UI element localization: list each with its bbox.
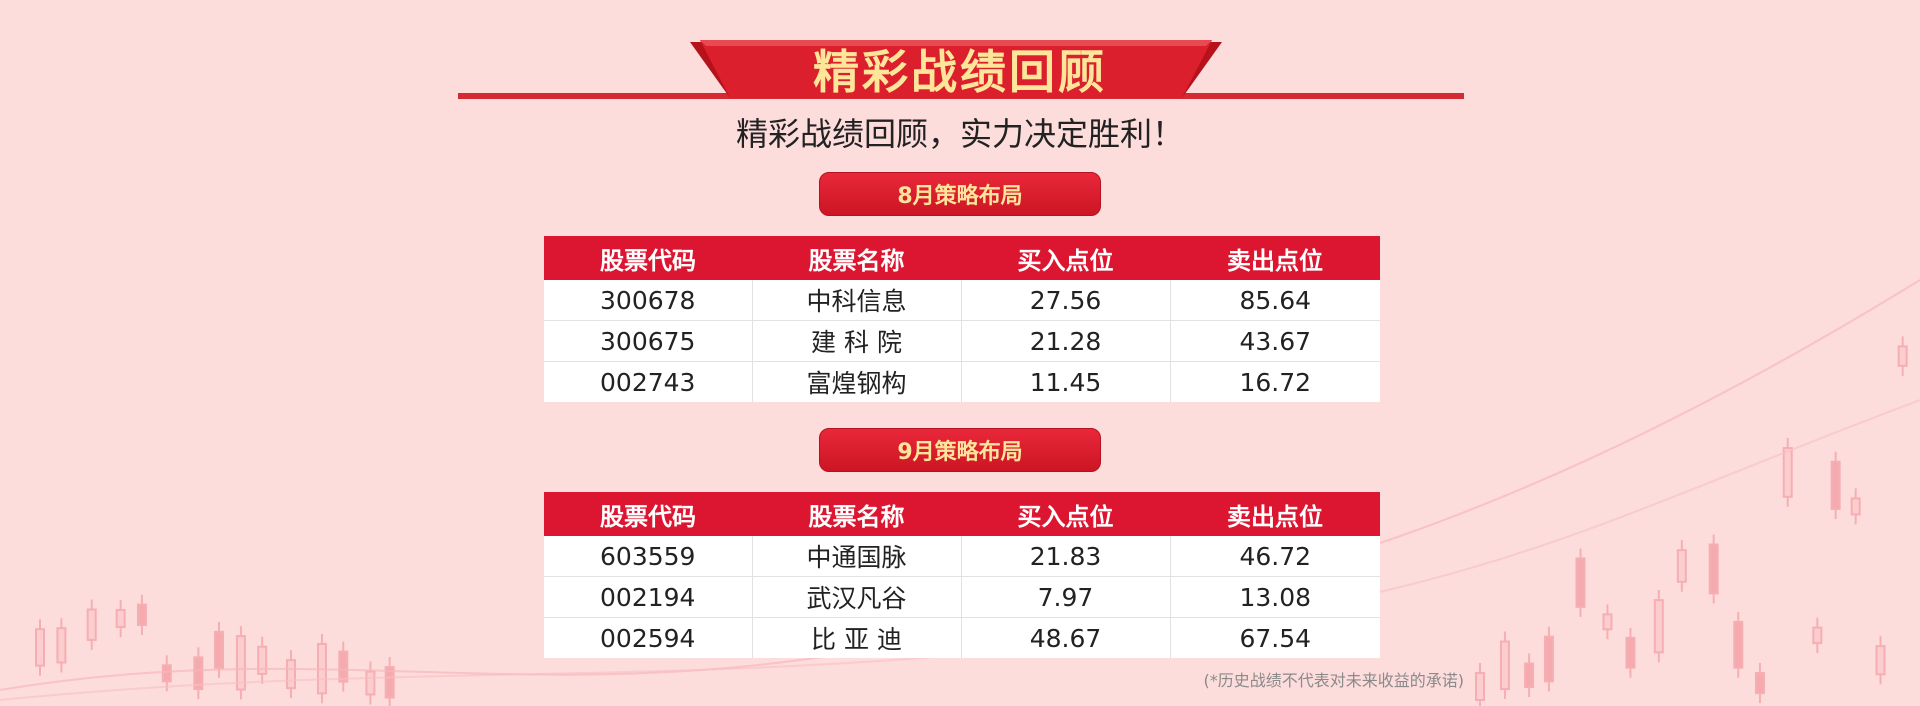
stock-name-cell: 中通国脉	[752, 536, 962, 577]
table-row: 002743 富煌钢构 11.45 16.72	[544, 361, 1380, 402]
stock-name-cell: 中科信息	[752, 280, 962, 321]
stock-name-cell: 比 亚 迪	[752, 617, 962, 658]
column-header-code: 股票代码	[544, 492, 752, 536]
buy-price-cell: 48.67	[961, 617, 1171, 658]
section-title-september: 9月策略布局	[819, 428, 1101, 472]
buy-price-cell: 7.97	[961, 576, 1171, 618]
buy-price-cell: 21.28	[961, 320, 1171, 362]
title-ribbon	[690, 40, 1222, 98]
section-title-august: 8月策略布局	[819, 172, 1101, 216]
sell-price-cell: 85.64	[1170, 280, 1380, 321]
sell-price-cell: 16.72	[1170, 361, 1380, 402]
stock-code-cell: 300675	[544, 320, 753, 362]
column-header-name: 股票名称	[752, 236, 961, 280]
sell-price-cell: 13.08	[1170, 576, 1380, 618]
column-header-buy: 买入点位	[961, 236, 1170, 280]
stock-name-cell: 武汉凡谷	[752, 576, 962, 618]
sell-price-cell: 67.54	[1170, 617, 1380, 658]
table-row: 002594 比 亚 迪 48.67 67.54	[544, 617, 1380, 658]
table-header-row: 股票代码 股票名称 买入点位 卖出点位	[544, 492, 1380, 536]
column-header-name: 股票名称	[752, 492, 961, 536]
stock-code-cell: 002594	[544, 617, 753, 658]
stock-code-cell: 603559	[544, 536, 753, 577]
buy-price-cell: 21.83	[961, 536, 1171, 577]
table-row: 300678 中科信息 27.56 85.64	[544, 280, 1380, 321]
column-header-sell: 卖出点位	[1170, 236, 1380, 280]
stock-code-cell: 300678	[544, 280, 753, 321]
page-subtitle: 精彩战绩回顾，实力决定胜利！	[735, 115, 1184, 153]
column-header-code: 股票代码	[544, 236, 752, 280]
stock-table-september: 股票代码 股票名称 买入点位 卖出点位 603559 中通国脉 21.83 46…	[544, 492, 1380, 658]
table-row: 002194 武汉凡谷 7.97 13.08	[544, 576, 1380, 618]
table-row: 603559 中通国脉 21.83 46.72	[544, 536, 1380, 577]
stock-code-cell: 002743	[544, 361, 753, 402]
buy-price-cell: 27.56	[961, 280, 1171, 321]
column-header-sell: 卖出点位	[1170, 492, 1380, 536]
stock-name-cell: 建 科 院	[752, 320, 962, 362]
buy-price-cell: 11.45	[961, 361, 1171, 402]
ribbon-title: 精彩战绩回顾	[813, 45, 1107, 99]
disclaimer-text: (*历史战绩不代表对未来收益的承诺)	[1203, 671, 1465, 690]
stock-code-cell: 002194	[544, 576, 753, 618]
table-header-row: 股票代码 股票名称 买入点位 卖出点位	[544, 236, 1380, 280]
table-row: 300675 建 科 院 21.28 43.67	[544, 320, 1380, 362]
sell-price-cell: 46.72	[1170, 536, 1380, 577]
stock-table-august: 股票代码 股票名称 买入点位 卖出点位 300678 中科信息 27.56 85…	[544, 236, 1380, 402]
column-header-buy: 买入点位	[961, 492, 1170, 536]
sell-price-cell: 43.67	[1170, 320, 1380, 362]
stock-name-cell: 富煌钢构	[752, 361, 962, 402]
